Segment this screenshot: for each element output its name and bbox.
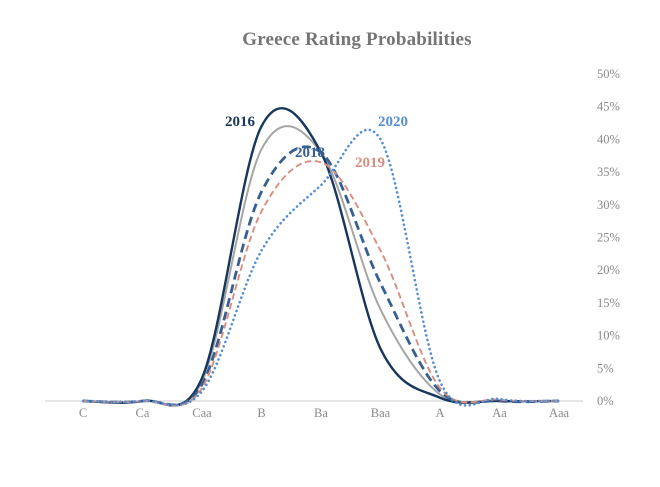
y-tick-label-35: 35%	[597, 165, 620, 179]
y-tick-label-30: 30%	[597, 198, 620, 212]
y-tick-label-5: 5%	[597, 361, 614, 375]
y-tick-label-15: 15%	[597, 296, 620, 310]
y-tick-label-50: 50%	[597, 67, 620, 81]
x-tick-label-C: C	[79, 406, 87, 420]
series-line-unlabeled-gray	[82, 125, 560, 407]
series-line-2020	[81, 128, 561, 407]
y-tick-label-45: 45%	[597, 100, 620, 114]
y-tick-label-40: 40%	[597, 132, 620, 146]
series-label-2020: 2020	[378, 114, 408, 130]
series-line-2019	[82, 160, 560, 407]
x-tick-label-Ba: Ba	[314, 406, 328, 420]
series-label-2018: 2018	[295, 145, 325, 161]
chart-title: Greece Rating Probabilities	[242, 29, 472, 50]
y-tick-label-0: 0%	[597, 394, 614, 408]
series-label-2016: 2016	[225, 114, 256, 130]
x-tick-label-A: A	[435, 406, 444, 420]
series-label-2019: 2019	[355, 155, 385, 171]
x-tick-label-Aa: Aa	[492, 406, 507, 420]
y-tick-label-10: 10%	[597, 329, 620, 343]
series-line-2018	[82, 145, 560, 407]
y-tick-label-25: 25%	[597, 231, 620, 245]
x-tick-label-Aaa: Aaa	[549, 406, 570, 420]
x-tick-label-Baa: Baa	[371, 406, 391, 420]
x-tick-label-Caa: Caa	[192, 406, 212, 420]
y-tick-label-20: 20%	[597, 263, 620, 277]
x-tick-label-B: B	[257, 406, 265, 420]
x-tick-label-Ca: Ca	[136, 406, 150, 420]
